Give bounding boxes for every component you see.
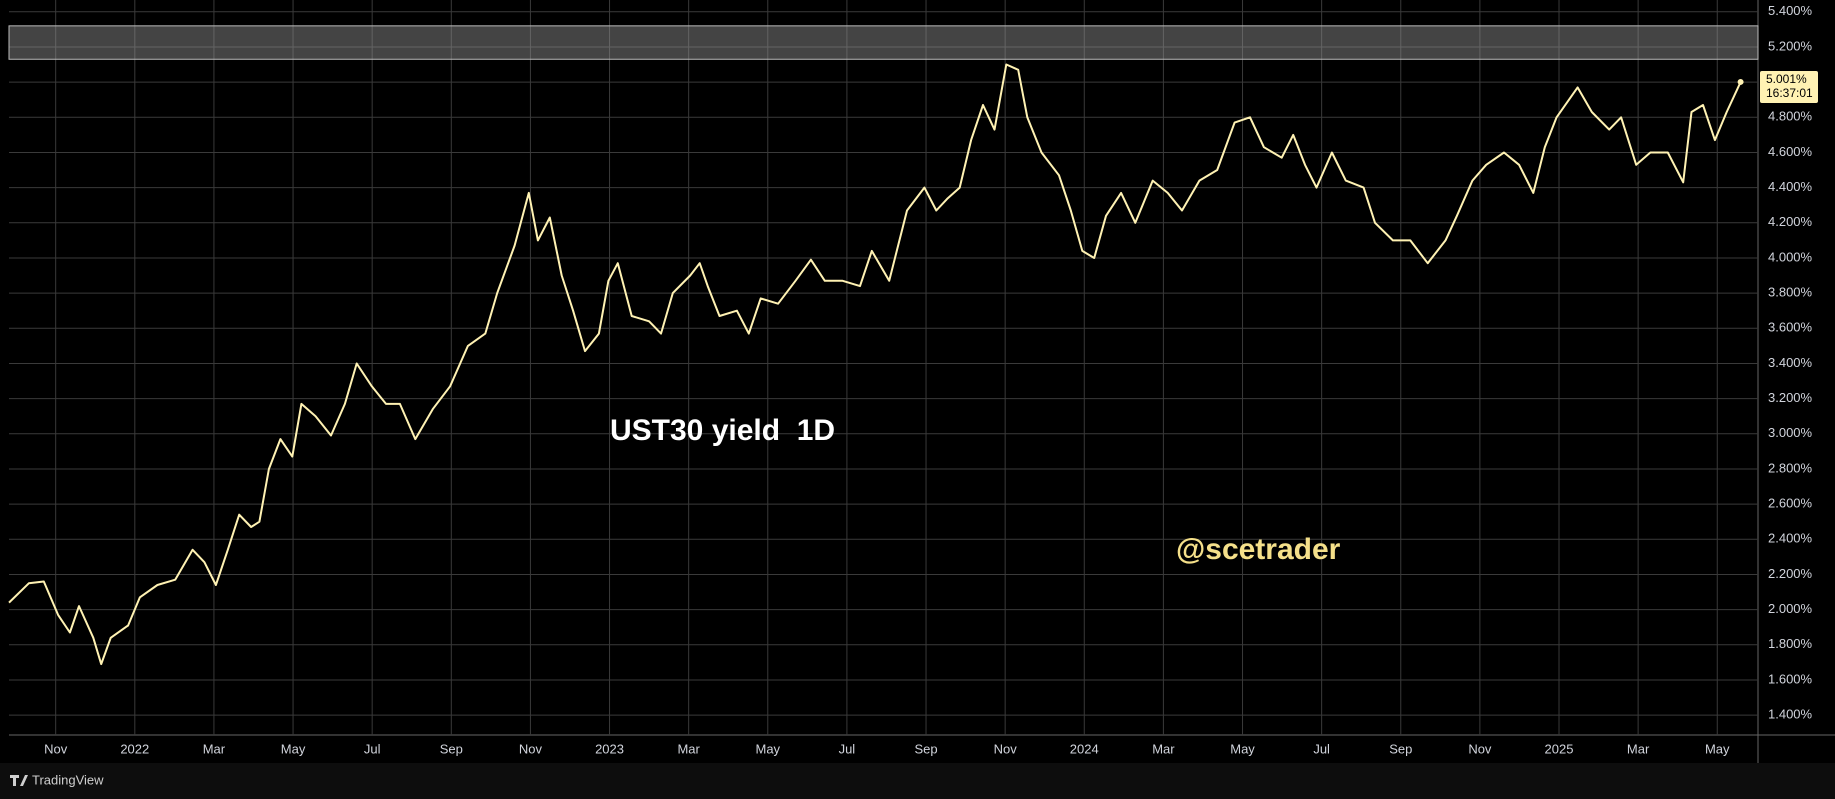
- countdown: 16:37:01: [1766, 86, 1813, 100]
- axes: 1.400% 1.600% 1.800% 2.000% 2.200% 2.400% 2.60…: [44, 3, 1818, 756]
- y-tick-label: 4.800%: [1768, 109, 1813, 124]
- watermark: @scetrader: [1176, 533, 1341, 566]
- x-tick-label: Mar: [1627, 741, 1650, 756]
- x-tick-label: May: [281, 741, 306, 756]
- x-tick-label: 2023: [595, 741, 624, 756]
- x-tick-label: May: [756, 741, 781, 756]
- x-tick-label: Nov: [994, 741, 1018, 756]
- y-tick-label: 2.400%: [1768, 531, 1813, 546]
- x-tick-label: Sep: [914, 741, 937, 756]
- x-tick-label: Sep: [440, 741, 463, 756]
- x-tick-label: Jul: [364, 741, 381, 756]
- x-tick-label: Mar: [677, 741, 700, 756]
- y-tick-label: 5.400%: [1768, 3, 1813, 18]
- x-tick-label: Jul: [1313, 741, 1330, 756]
- y-tick-label: 4.600%: [1768, 144, 1813, 159]
- brand-logo: [10, 775, 28, 786]
- y-tick-label: 4.200%: [1768, 214, 1813, 229]
- x-tick-label: 2025: [1545, 741, 1574, 756]
- y-tick-label: 3.200%: [1768, 390, 1813, 405]
- x-tick-label: Nov: [519, 741, 543, 756]
- y-tick-label: 2.200%: [1768, 566, 1813, 581]
- y-tick-label: 3.400%: [1768, 355, 1813, 370]
- y-tick-label: 4.400%: [1768, 179, 1813, 194]
- x-tick-label: 2024: [1070, 741, 1099, 756]
- annotation: UST30 yield 1D: [610, 414, 835, 447]
- x-tick-label: Mar: [1152, 741, 1175, 756]
- x-tick-label: May: [1705, 741, 1730, 756]
- plot: [8, 25, 1759, 666]
- y-tick-label: 3.600%: [1768, 320, 1813, 335]
- y-tick-label: 2.600%: [1768, 496, 1813, 511]
- y-tick-label: 5.200%: [1768, 38, 1813, 53]
- x-tick-label: Mar: [203, 741, 226, 756]
- y-tick-label: 2.800%: [1768, 460, 1813, 475]
- y-tick-label: 3.800%: [1768, 285, 1813, 300]
- x-tick-label: 2022: [120, 741, 149, 756]
- price-line: [8, 63, 1742, 666]
- y-tick-label: 3.000%: [1768, 425, 1813, 440]
- x-tick-label: Nov: [44, 741, 68, 756]
- grid: [9, 0, 1758, 735]
- y-tick-label: 1.600%: [1768, 671, 1813, 686]
- y-tick-label: 1.400%: [1768, 707, 1813, 722]
- last-price-label: 5.001%: [1766, 72, 1807, 86]
- highlight-zone: [8, 25, 1759, 60]
- last-point: [1737, 78, 1744, 85]
- brand: TradingView: [32, 772, 104, 787]
- y-tick-label: 1.800%: [1768, 636, 1813, 651]
- x-tick-label: May: [1230, 741, 1255, 756]
- y-tick-label: 2.000%: [1768, 601, 1813, 616]
- last-price-box: [1760, 70, 1818, 103]
- x-tick-label: Sep: [1389, 741, 1412, 756]
- footer-bar: [0, 763, 1835, 799]
- x-tick-label: Jul: [839, 741, 856, 756]
- x-tick-label: Nov: [1468, 741, 1492, 756]
- y-tick-label: 4.000%: [1768, 249, 1813, 264]
